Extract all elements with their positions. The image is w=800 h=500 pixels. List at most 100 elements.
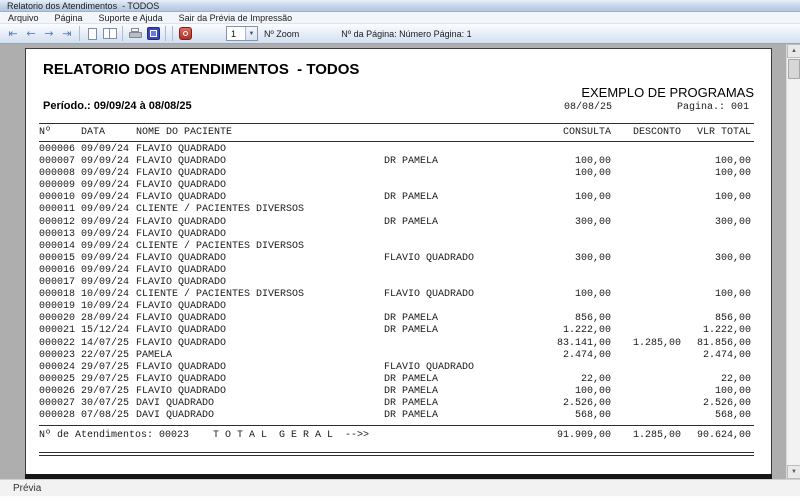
- table-row: 000027 30/07/25 DAVI QUADRADO DR PAMELA 2.52…: [39, 398, 751, 410]
- scroll-up-button[interactable]: ▲: [787, 44, 800, 58]
- cell-desconto: [611, 398, 681, 410]
- cell-paciente: PAMELA: [136, 349, 173, 361]
- zoom-select[interactable]: 1 ▼: [226, 26, 258, 41]
- menu-suporte-e-ajuda[interactable]: Suporte e Ajuda: [98, 12, 163, 23]
- cell-data: 09/09/24: [81, 228, 130, 240]
- table-row: 000018 10/09/24 CLIENTE / PACIENTES DIVERS…: [39, 289, 751, 301]
- menu-pagina[interactable]: Página: [54, 12, 83, 23]
- cell-paciente: FLAVIO QUADRADO: [136, 325, 227, 337]
- cell-numero: 000026: [39, 385, 76, 397]
- table-row: 000011 09/09/24 CLIENTE / PACIENTES DIVERS…: [39, 204, 751, 216]
- cell-desconto: [611, 350, 681, 362]
- cell-data: 10/09/24: [81, 301, 130, 313]
- report-title: RELATORIO DOS ATENDIMENTOS - TODOS: [43, 61, 360, 78]
- prev-page-icon: ←: [26, 27, 36, 40]
- page-info-label: Nº da Página: Número Página: 1: [341, 28, 472, 39]
- cell-consulta: [541, 229, 611, 241]
- cell-paciente: CLIENTE / PACIENTES DIVERSOS: [136, 204, 305, 216]
- two-page-view-button[interactable]: [101, 26, 119, 42]
- zoom-label: Nº Zoom: [264, 28, 300, 39]
- print-button[interactable]: [126, 26, 144, 42]
- cell-consulta: [541, 180, 611, 192]
- exit-preview-icon: [178, 27, 192, 40]
- cell-profissional: DR PAMELA: [384, 313, 439, 325]
- cell-consulta: 100,00: [574, 168, 611, 180]
- cell-numero: 000023: [39, 349, 76, 361]
- cell-consulta: 100,00: [574, 192, 611, 204]
- first-page-button[interactable]: ⇤: [4, 26, 22, 42]
- table-row: 000015 09/09/24 FLAVIO QUADRADO FLAVIO QUAD…: [39, 253, 751, 265]
- cell-numero: 000024: [39, 361, 76, 373]
- first-page-icon: ⇤: [8, 27, 18, 40]
- cell-numero: 000013: [39, 228, 76, 240]
- cell-desconto: [611, 325, 681, 337]
- zoom-window-icon: [146, 27, 160, 40]
- cell-data: 09/09/24: [81, 264, 130, 276]
- totals-row: Nº de Atendimentos: 00023 T O T A L G E …: [39, 430, 751, 442]
- total-geral-label: T O T A L G E R A L -->>: [213, 430, 370, 441]
- vertical-scrollbar[interactable]: ▲ ▼: [786, 44, 800, 479]
- cell-paciente: FLAVIO QUADRADO: [136, 277, 227, 289]
- cell-data: 07/08/25: [81, 410, 130, 422]
- table-row: 000013 09/09/24 FLAVIO QUADRADO: [39, 229, 751, 241]
- cell-consulta: 2.474,00: [562, 349, 611, 361]
- cell-vlr-total: 568,00: [714, 410, 751, 422]
- cell-data: 30/07/25: [81, 397, 130, 409]
- cell-numero: 000017: [39, 277, 76, 289]
- cell-data: 09/09/24: [81, 240, 130, 252]
- cell-numero: 000028: [39, 410, 76, 422]
- cell-numero: 000011: [39, 204, 76, 216]
- column-header-desconto: DESCONTO: [632, 127, 681, 138]
- cell-paciente: FLAVIO QUADRADO: [136, 252, 227, 264]
- single-page-view-button[interactable]: [83, 26, 101, 42]
- report-page: RELATORIO DOS ATENDIMENTOS - TODOS EXEMP…: [25, 48, 772, 474]
- rule-below-totals-1: [39, 452, 754, 453]
- cell-vlr-total: [681, 277, 751, 289]
- column-header-consulta: CONSULTA: [562, 127, 611, 138]
- cell-data: 29/07/25: [81, 373, 130, 385]
- cell-desconto: [611, 277, 681, 289]
- table-row: 000012 09/09/24 FLAVIO QUADRADO DR PAMELA 30…: [39, 217, 751, 229]
- cell-data: 09/09/24: [81, 144, 130, 155]
- cell-data: 09/09/24: [81, 156, 130, 168]
- cell-paciente: FLAVIO QUADRADO: [136, 337, 227, 349]
- scroll-down-button[interactable]: ▼: [787, 465, 800, 479]
- prev-page-button[interactable]: ←: [22, 26, 40, 42]
- zoom-select-dropdown[interactable]: ▼: [245, 27, 257, 40]
- next-page-button[interactable]: →: [40, 26, 58, 42]
- cell-vlr-total: 2.526,00: [702, 397, 751, 409]
- toolbar: ⇤ ← → ⇥ 1 ▼: [0, 24, 800, 44]
- cell-desconto: [611, 144, 681, 156]
- cell-desconto: [611, 241, 681, 253]
- cell-desconto: [611, 313, 681, 325]
- cell-profissional: [384, 301, 541, 313]
- table-row: 000024 29/07/25 FLAVIO QUADRADO FLAVIO QUAD…: [39, 362, 751, 374]
- cell-consulta: [541, 301, 611, 313]
- cell-profissional: DR PAMELA: [384, 156, 439, 168]
- cell-paciente: FLAVIO QUADRADO: [136, 313, 227, 325]
- last-page-button[interactable]: ⇥: [58, 26, 76, 42]
- cell-consulta: 568,00: [574, 410, 611, 422]
- menu-arquivo[interactable]: Arquivo: [8, 12, 39, 23]
- cell-paciente: FLAVIO QUADRADO: [136, 373, 227, 385]
- cell-consulta: 83.141,00: [556, 337, 611, 349]
- zoom-window-button[interactable]: [144, 26, 162, 42]
- cell-numero: 000020: [39, 313, 76, 325]
- cell-consulta: 1.222,00: [562, 325, 611, 337]
- arrow-up-icon: ▲: [791, 48, 797, 54]
- exit-preview-button[interactable]: [176, 26, 194, 42]
- menu-sair-da-previa[interactable]: Sair da Prévia de Impressão: [178, 12, 293, 23]
- toolbar-separator: [79, 26, 80, 41]
- cell-numero: 000007: [39, 156, 76, 168]
- scrollbar-thumb[interactable]: [788, 59, 800, 79]
- cell-paciente: FLAVIO QUADRADO: [136, 301, 227, 313]
- menu-bar: Arquivo Página Suporte e Ajuda Sair da P…: [0, 12, 800, 24]
- cell-numero: 000015: [39, 252, 76, 264]
- single-page-icon: [87, 27, 97, 40]
- report-page-number: Pagina.: 001: [676, 102, 749, 113]
- cell-vlr-total: [681, 265, 751, 277]
- cell-vlr-total: [681, 144, 751, 156]
- cell-data: 22/07/25: [81, 349, 130, 361]
- column-header-paciente: NOME DO PACIENTE: [136, 127, 233, 138]
